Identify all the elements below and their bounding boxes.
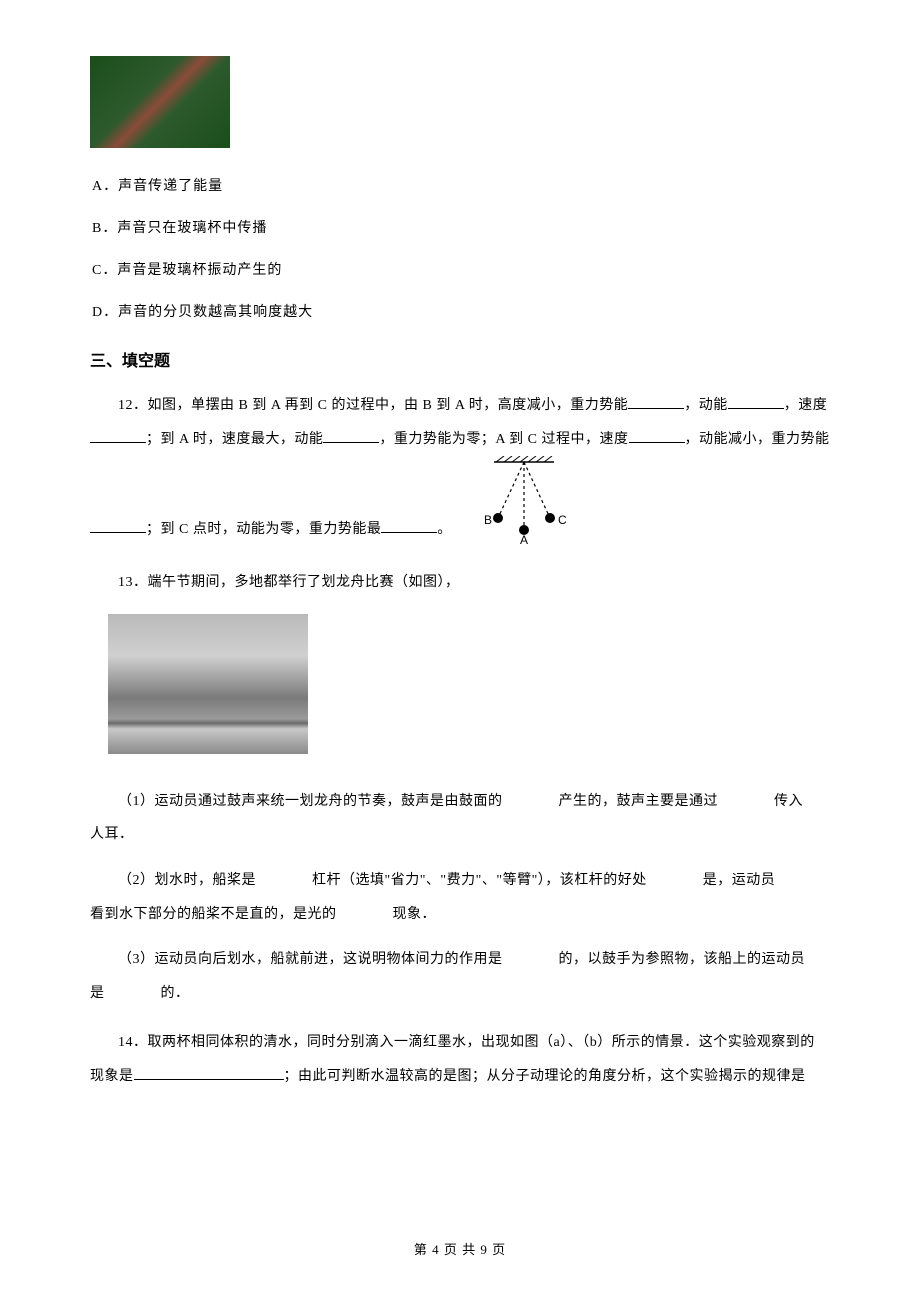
q12-text-5: ，重力势能为零；A 到 C 过程中，速度 — [379, 432, 628, 447]
q12-blank-6[interactable] — [90, 519, 146, 533]
q12-text-3: ，速度 — [784, 398, 828, 413]
question-12: 12．如图，单摆由 B 到 A 再到 C 的过程中，由 B 到 A 时，高度减小… — [90, 389, 830, 546]
question-image-top — [90, 56, 230, 148]
q13-2-a: （2）划水时，船桨是 — [118, 873, 256, 888]
q14-line2b: ；由此可判断水温较高的是图；从分子动理论的角度分析，这个实验揭示的规律是 — [284, 1069, 806, 1084]
q13-3-a: （3）运动员向后划水，船就前进，这说明物体间力的作用是 — [118, 952, 503, 967]
q13-3-c: 是 — [90, 986, 105, 1001]
option-A: A．声音传递了能量 — [92, 175, 830, 195]
q13-1-a: （1）运动员通过鼓声来统一划龙舟的节奏，鼓声是由鼓面的 — [118, 794, 503, 809]
q14-blank-1[interactable] — [134, 1066, 284, 1080]
q12-blank-1[interactable] — [628, 395, 684, 409]
option-D: D．声音的分贝数越高其响度越大 — [92, 301, 830, 321]
q13-2-d: 看到水下部分的船桨不是直的，是光的 — [90, 907, 337, 922]
question-13: 13．端午节期间，多地都举行了划龙舟比赛（如图）， （1）运动员通过鼓声来统一划… — [90, 566, 830, 1010]
q13-1-d: 人耳． — [90, 818, 830, 852]
q12-text-7: ；到 C 点时，动能为零，重力势能最 — [146, 522, 381, 537]
section-heading-fill-blank: 三、填空题 — [90, 347, 830, 371]
q12-blank-4[interactable] — [323, 429, 379, 443]
q12-blank-7[interactable] — [381, 519, 437, 533]
q13-intro: 13．端午节期间，多地都举行了划龙舟比赛（如图）， — [90, 566, 830, 600]
q12-blank-5[interactable] — [629, 429, 685, 443]
pendulum-diagram: B A C — [454, 456, 594, 546]
q12-text-2: ，动能 — [684, 398, 728, 413]
option-C: C．声音是玻璃杯振动产生的 — [92, 259, 830, 279]
dragon-boat-image — [108, 614, 308, 754]
q14-line1: 14．取两杯相同体积的清水，同时分别滴入一滴红墨水，出现如图（a）、（b）所示的… — [90, 1026, 830, 1060]
q13-1-b: 产生的，鼓声主要是通过 — [559, 794, 719, 809]
pendulum-label-B: B — [484, 513, 493, 527]
q12-blank-2[interactable] — [728, 395, 784, 409]
q12-blank-3[interactable] — [90, 429, 146, 443]
q14-line2a: 现象是 — [90, 1069, 134, 1084]
question-14: 14．取两杯相同体积的清水，同时分别滴入一滴红墨水，出现如图（a）、（b）所示的… — [90, 1026, 830, 1093]
q13-3-b: 的，以鼓手为参照物，该船上的运动员 — [559, 952, 806, 967]
pendulum-label-C: C — [558, 513, 567, 527]
q12-text-6: ，动能减小，重力势能 — [685, 432, 830, 447]
q12-text-4: ；到 A 时，速度最大，动能 — [146, 432, 323, 447]
q13-1-c: 传入 — [774, 794, 803, 809]
q13-2-b: 杠杆（选填"省力"、"费力"、"等臂"），该杠杆的好处 — [312, 873, 647, 888]
option-B: B．声音只在玻璃杯中传播 — [92, 217, 830, 237]
q13-2-c: 是，运动员 — [703, 873, 776, 888]
q12-text-8: 。 — [437, 522, 452, 537]
q13-2-e: 现象． — [393, 907, 437, 922]
q13-3-d: 的． — [161, 986, 190, 1001]
page-footer: 第 4 页 共 9 页 — [0, 1239, 920, 1258]
q12-text-1: 12．如图，单摆由 B 到 A 再到 C 的过程中，由 B 到 A 时，高度减小… — [118, 398, 628, 413]
pendulum-label-A: A — [520, 533, 529, 546]
